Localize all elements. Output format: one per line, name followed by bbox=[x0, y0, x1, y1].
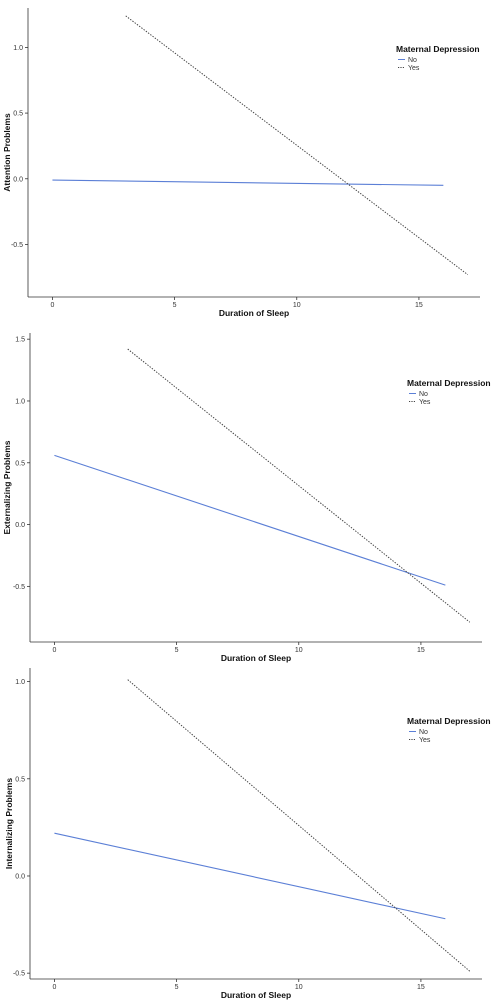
legend-label-yes: Yes bbox=[419, 737, 431, 744]
y-tick-label: 0.5 bbox=[15, 460, 25, 467]
series-line-yes bbox=[127, 348, 471, 623]
y-tick-label: 1.0 bbox=[15, 398, 25, 405]
legend-title: Maternal Depression bbox=[407, 716, 491, 726]
chart-panel-2: 1.5 1.0 0.5 0.0 -0.5 0 5 10 15 Duration of Sleep E… bbox=[2, 333, 491, 663]
x-tick-label: 10 bbox=[293, 302, 301, 309]
series-line-no bbox=[54, 454, 446, 586]
series-line-no bbox=[52, 179, 444, 186]
legend-title: Maternal Depression bbox=[396, 44, 480, 54]
x-tick-label: 0 bbox=[50, 302, 54, 309]
y-axis-title: Internalizing Problems bbox=[4, 778, 14, 869]
x-tick-label: 15 bbox=[417, 984, 425, 991]
y-tick-label: 0.0 bbox=[15, 522, 25, 529]
x-tick-label: 10 bbox=[295, 647, 303, 654]
x-tick-label: 0 bbox=[52, 984, 56, 991]
legend-label-no: No bbox=[419, 391, 428, 398]
x-tick-label: 5 bbox=[175, 984, 179, 991]
y-tick-label: 0.0 bbox=[15, 873, 25, 880]
y-axis-title: Attention Problems bbox=[2, 113, 12, 192]
legend-label-no: No bbox=[408, 57, 417, 64]
chart-panel-3: 1.0 0.5 0.0 -0.5 0 5 10 15 Duration of Sleep Inte… bbox=[4, 668, 491, 1000]
x-tick-label: 0 bbox=[52, 647, 56, 654]
series-line-yes bbox=[125, 15, 469, 276]
chart-panel-1: 1.0 0.5 0.0 -0.5 0 5 10 15 Duration of Sleep Atte… bbox=[2, 8, 480, 318]
x-axis-title: Duration of Sleep bbox=[219, 308, 289, 318]
x-tick-label: 5 bbox=[175, 647, 179, 654]
legend-label-no: No bbox=[419, 729, 428, 736]
series-line-no bbox=[54, 832, 446, 920]
y-tick-label: 1.0 bbox=[13, 45, 23, 52]
series-line-yes bbox=[127, 679, 471, 972]
x-tick-label: 10 bbox=[295, 984, 303, 991]
y-tick-label: -0.5 bbox=[13, 971, 25, 978]
x-tick-label: 15 bbox=[415, 302, 423, 309]
x-axis-title: Duration of Sleep bbox=[221, 990, 291, 1000]
x-axis-title: Duration of Sleep bbox=[221, 653, 291, 663]
legend-label-yes: Yes bbox=[419, 399, 431, 406]
y-axis-title: Externalizing Problems bbox=[2, 440, 12, 534]
legend-title: Maternal Depression bbox=[407, 378, 491, 388]
y-tick-label: 0.5 bbox=[13, 111, 23, 118]
y-tick-label: 1.5 bbox=[15, 337, 25, 344]
y-tick-label: -0.5 bbox=[13, 584, 25, 591]
y-tick-label: -0.5 bbox=[11, 242, 23, 249]
x-tick-label: 15 bbox=[417, 647, 425, 654]
y-tick-label: 1.0 bbox=[15, 679, 25, 686]
y-tick-label: 0.0 bbox=[13, 176, 23, 183]
legend-label-yes: Yes bbox=[408, 65, 420, 72]
y-tick-label: 0.5 bbox=[15, 776, 25, 783]
x-tick-label: 5 bbox=[173, 302, 177, 309]
